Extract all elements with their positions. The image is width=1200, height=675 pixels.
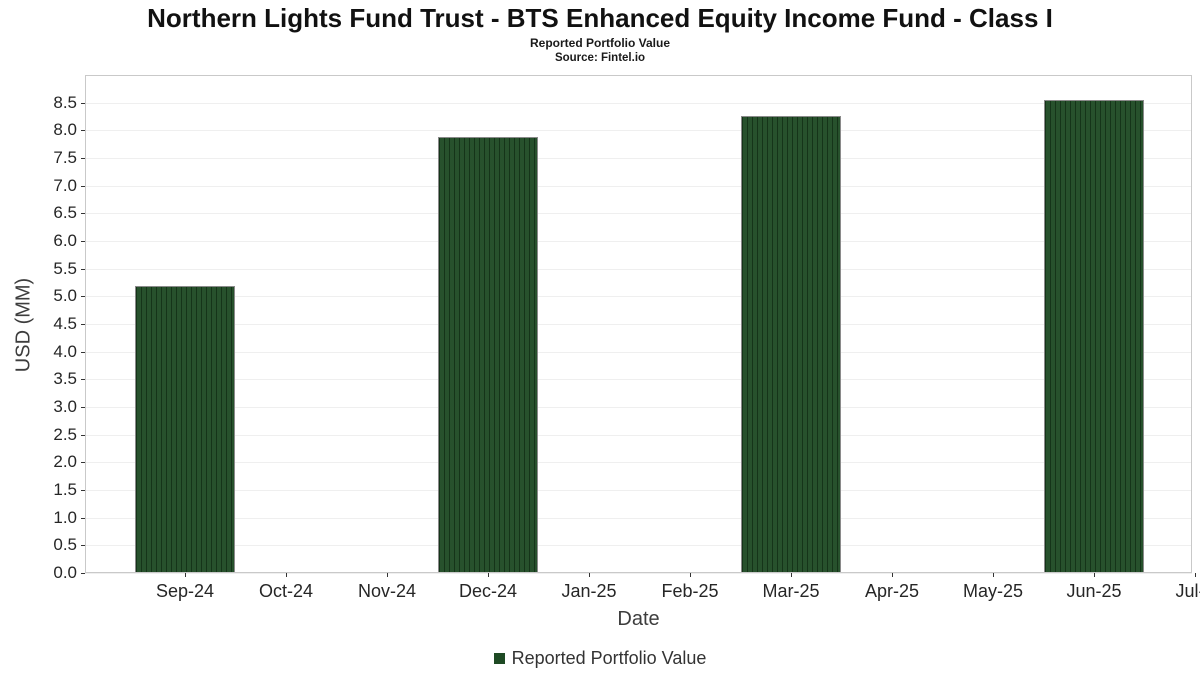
- y-tick-label: 0.5: [53, 535, 77, 555]
- chart-title: Northern Lights Fund Trust - BTS Enhance…: [147, 3, 1053, 33]
- y-tick-label: 4.5: [53, 314, 77, 333]
- y-tick-label: 3.5: [53, 369, 77, 389]
- x-tick-label: May-25: [962, 581, 1024, 601]
- gridline: [85, 573, 1192, 574]
- y-tick-mark: [81, 407, 85, 408]
- y-tick-label: 7.0: [53, 175, 77, 195]
- x-tick-mark: [892, 573, 893, 577]
- gridline: [85, 268, 1192, 270]
- x-tick-mark: [993, 573, 994, 577]
- y-tick-mark: [81, 185, 85, 187]
- gridline: [85, 241, 1192, 242]
- y-tick-label: 5.5: [53, 258, 77, 278]
- x-tick-label: Oct-24: [258, 581, 314, 601]
- gridline: [85, 130, 1192, 132]
- y-tick-label: 5.0: [53, 286, 77, 306]
- y-tick-mark: [81, 102, 85, 104]
- gridline: [85, 379, 1192, 381]
- y-tick-mark: [81, 434, 85, 436]
- gridline: [85, 434, 1192, 436]
- gridline: [85, 351, 1192, 353]
- y-tick-label: 4.0: [53, 341, 77, 361]
- y-tick-mark: [81, 241, 85, 242]
- y-tick-mark: [81, 268, 85, 270]
- legend-swatch-icon: [493, 653, 505, 664]
- y-tick-mark: [81, 490, 85, 491]
- gridline: [85, 462, 1192, 464]
- y-tick-mark: [81, 324, 85, 325]
- y-tick-label: 0.0: [53, 563, 77, 582]
- gridline: [85, 102, 1192, 104]
- gridline: [85, 407, 1192, 408]
- x-tick-label: Jul-2: [1175, 581, 1200, 601]
- gridline: [85, 490, 1192, 491]
- y-tick-mark: [81, 379, 85, 381]
- y-tick-label: 8.0: [53, 120, 77, 140]
- y-tick-mark: [81, 213, 85, 215]
- y-tick-mark: [81, 296, 85, 298]
- bar: [438, 137, 538, 573]
- y-tick-label: 3.0: [53, 397, 77, 416]
- x-tick-label: Jan-25: [561, 581, 617, 601]
- x-tick-mark: [690, 573, 691, 577]
- gridline: [85, 545, 1192, 547]
- x-tick-label: Apr-25: [864, 581, 920, 601]
- y-tick-mark: [81, 158, 85, 159]
- gridline: [85, 213, 1192, 215]
- gridline: [85, 517, 1192, 519]
- gridline: [85, 324, 1192, 325]
- y-tick-label: 1.5: [53, 480, 77, 499]
- y-tick-label: 1.0: [53, 507, 77, 527]
- x-tick-mark: [589, 573, 590, 577]
- x-tick-label: Sep-24: [155, 581, 215, 601]
- x-tick-mark: [286, 573, 287, 577]
- y-tick-label: 7.5: [53, 148, 77, 167]
- x-tick-mark: [791, 573, 792, 577]
- bar: [741, 115, 841, 573]
- legend: Reported Portfolio Value: [0, 648, 1200, 669]
- bar: [1044, 99, 1144, 573]
- y-tick-label: 2.5: [53, 424, 77, 444]
- x-tick-label: Jun-25: [1066, 581, 1122, 601]
- x-tick-mark: [387, 573, 388, 577]
- chart-subtitle: Reported Portfolio Value: [529, 36, 670, 50]
- y-tick-label: 8.5: [53, 92, 77, 112]
- chart-source: Source: Fintel.io: [554, 52, 646, 64]
- y-tick-label: 2.0: [53, 452, 77, 472]
- bar: [135, 286, 235, 573]
- x-tick-mark: [1195, 573, 1196, 577]
- y-tick-mark: [81, 462, 85, 464]
- x-tick-mark: [488, 573, 489, 577]
- x-tick-label: Feb-25: [661, 581, 719, 601]
- x-tick-label: Dec-24: [458, 581, 518, 601]
- x-tick-label: Nov-24: [357, 581, 417, 601]
- legend-label: Reported Portfolio Value: [511, 648, 707, 668]
- x-tick-label: Mar-25: [762, 581, 820, 601]
- gridline: [85, 185, 1192, 187]
- y-tick-mark: [81, 573, 85, 574]
- y-tick-mark: [81, 130, 85, 132]
- y-tick-label: 6.5: [53, 203, 77, 223]
- x-axis-label: Date: [617, 608, 660, 630]
- y-tick-mark: [81, 351, 85, 353]
- y-tick-label: 6.0: [53, 231, 77, 250]
- x-tick-mark: [185, 573, 186, 577]
- y-tick-mark: [81, 517, 85, 519]
- x-tick-mark: [1094, 573, 1095, 577]
- y-tick-mark: [81, 545, 85, 547]
- gridline: [85, 296, 1192, 298]
- gridline: [85, 158, 1192, 159]
